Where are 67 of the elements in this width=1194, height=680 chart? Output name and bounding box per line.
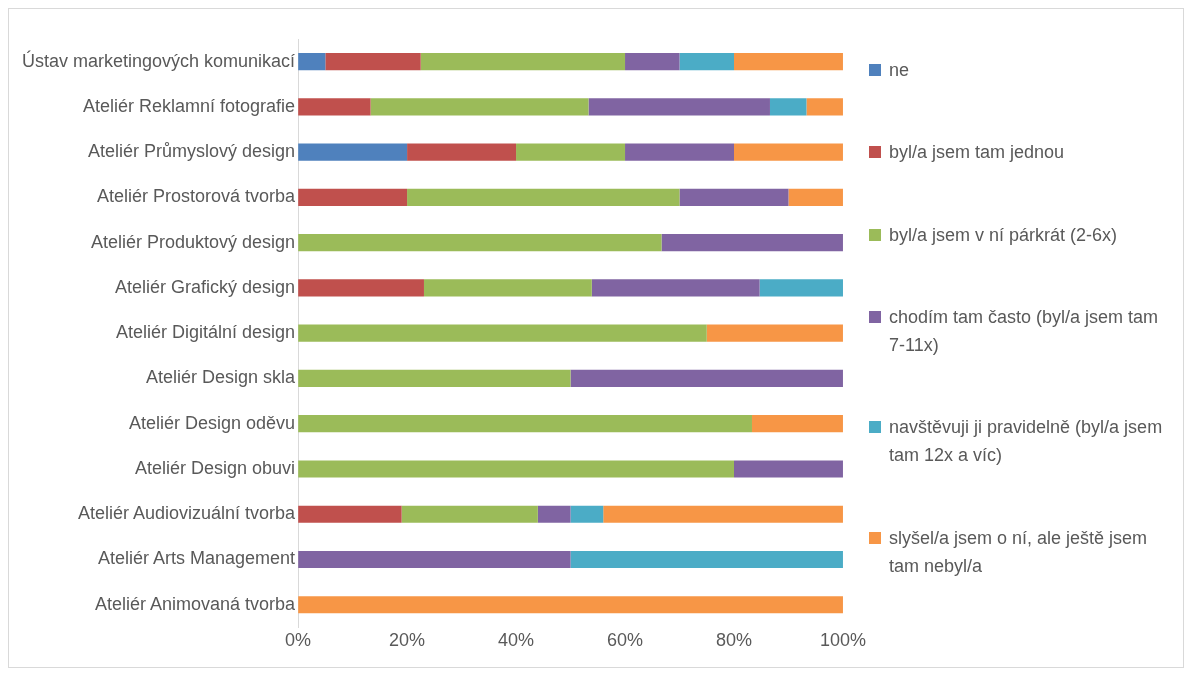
bar (570, 550, 843, 569)
bar (661, 234, 843, 252)
y-tick-label: Ateliér Design skla (146, 367, 297, 388)
bar (401, 505, 538, 523)
bar (370, 98, 589, 116)
bar (769, 98, 807, 116)
bar (298, 53, 326, 71)
bar (298, 143, 408, 161)
bar (625, 53, 680, 71)
bar (298, 324, 707, 342)
y-tick-label: Ateliér Prostorová tvorba (97, 186, 297, 207)
bar (325, 53, 421, 71)
bar (591, 279, 760, 297)
bar (298, 369, 571, 388)
legend-label: slyšel/a jsem o ní, ale ještě jsem tam nebyl/a (889, 526, 1149, 578)
bar (788, 188, 843, 207)
y-tick-label: Ateliér Design oděvu (128, 412, 296, 433)
bar (625, 143, 735, 161)
bar (603, 505, 843, 523)
legend-label: byl/a jsem tam jednou (889, 141, 1065, 165)
bar (298, 234, 662, 252)
x-tick-label: 0% (285, 630, 312, 651)
legend-label: ne (889, 59, 910, 83)
bar (298, 279, 424, 297)
y-tick-label: Ateliér Grafický design (115, 276, 296, 297)
bar (806, 98, 843, 116)
bar (298, 460, 735, 478)
bar (759, 279, 843, 297)
bar (298, 188, 408, 207)
y-tick-label: Ateliér Průmyslový design (88, 141, 296, 162)
x-tick-label: 80% (715, 630, 753, 651)
x-tick-label: 20% (389, 630, 426, 651)
bar (537, 505, 571, 523)
bar (407, 143, 517, 161)
bar (751, 415, 843, 433)
bar (298, 596, 843, 614)
y-tick-label: Ateliér Produktový design (90, 231, 296, 252)
legend-label: byl/a jsem v ní párkrát (2-6x) (889, 223, 1118, 247)
x-tick-label: 40% (498, 630, 535, 651)
y-tick-label: Ateliér Audiovizuální tvorba (77, 503, 297, 524)
bar (420, 53, 626, 71)
bar (706, 324, 843, 342)
y-tick-label: Ateliér Arts Management (97, 548, 296, 569)
bar (516, 143, 626, 161)
bar (298, 505, 402, 523)
bar (298, 415, 752, 433)
bar (734, 143, 843, 161)
legend-label: navštěvuji ji pravidelně (byl/a jsem tam 12x a víc) (889, 416, 1164, 468)
y-tick-label: Ústav marketingových komunikací (21, 49, 296, 71)
x-tick-label: 100% (819, 630, 866, 651)
bar (298, 98, 371, 116)
y-tick-label: Ateliér Digitální design (115, 322, 296, 343)
bar (423, 279, 592, 297)
bar (679, 53, 735, 71)
bar (298, 550, 571, 569)
bar (407, 188, 680, 207)
y-tick-label: Ateliér Animovaná tvorba (94, 593, 297, 614)
bar (570, 505, 604, 523)
bar (570, 369, 843, 388)
x-tick-label: 60% (607, 630, 644, 651)
bar (734, 53, 843, 71)
y-tick-label: Ateliér Design obuvi (135, 457, 296, 478)
bar (734, 460, 843, 478)
bar (679, 188, 789, 207)
y-tick-label: Ateliér Reklamní fotografie (82, 95, 296, 116)
legend-label: chodím tam často (byl/a jsem tam 7-11x) (889, 306, 1160, 358)
bar (588, 98, 770, 116)
